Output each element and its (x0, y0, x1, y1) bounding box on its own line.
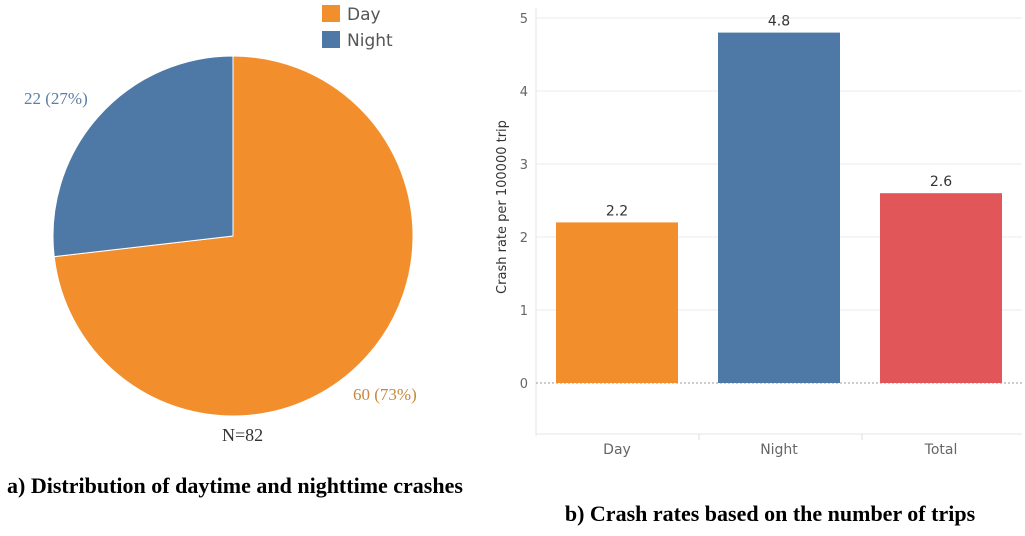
bar-value-label-night: 4.8 (768, 14, 790, 30)
pie-slice-night (52, 55, 234, 258)
legend-label-night: Night (347, 31, 393, 51)
bar-night (718, 32, 840, 383)
bar-x-tick-label-night: Night (760, 442, 798, 458)
pie-slice-label-day: 60 (73%) (353, 385, 417, 404)
bar-x-tick-label-day: Day (603, 442, 631, 458)
pie-slice-label-night: 22 (27%) (24, 89, 88, 108)
legend-swatch-day (322, 5, 340, 22)
caption-bar: b) Crash rates based on the number of tr… (564, 501, 976, 526)
bar-value-label-day: 2.2 (606, 203, 628, 219)
pie-legend: Day Night (322, 5, 393, 51)
pie-total-label: N=82 (222, 425, 263, 445)
pie-slice-day (53, 55, 414, 417)
bar-y-axis-label: Crash rate per 100000 trip (495, 120, 510, 294)
bar-x-tick-label-total: Total (924, 442, 958, 458)
pie-chart (52, 55, 414, 417)
bar-y-tick-label: 0 (520, 377, 528, 392)
bar-y-tick-label: 1 (520, 304, 528, 319)
bar-y-tick-label: 5 (520, 12, 528, 27)
bar-chart: 2.2 Day 4.8 Night 2.6 Total (556, 14, 1002, 458)
legend-label-day: Day (347, 5, 381, 25)
bar-value-label-total: 2.6 (930, 174, 952, 190)
bar-y-tick-label: 4 (520, 85, 528, 100)
bar-day (556, 222, 678, 383)
legend-swatch-night (322, 31, 340, 48)
bar-total (880, 193, 1002, 383)
caption-pie: a) Distribution of daytime and nighttime… (7, 473, 463, 498)
bar-y-tick-label: 3 (520, 158, 528, 173)
bar-y-tick-label: 2 (520, 231, 528, 246)
